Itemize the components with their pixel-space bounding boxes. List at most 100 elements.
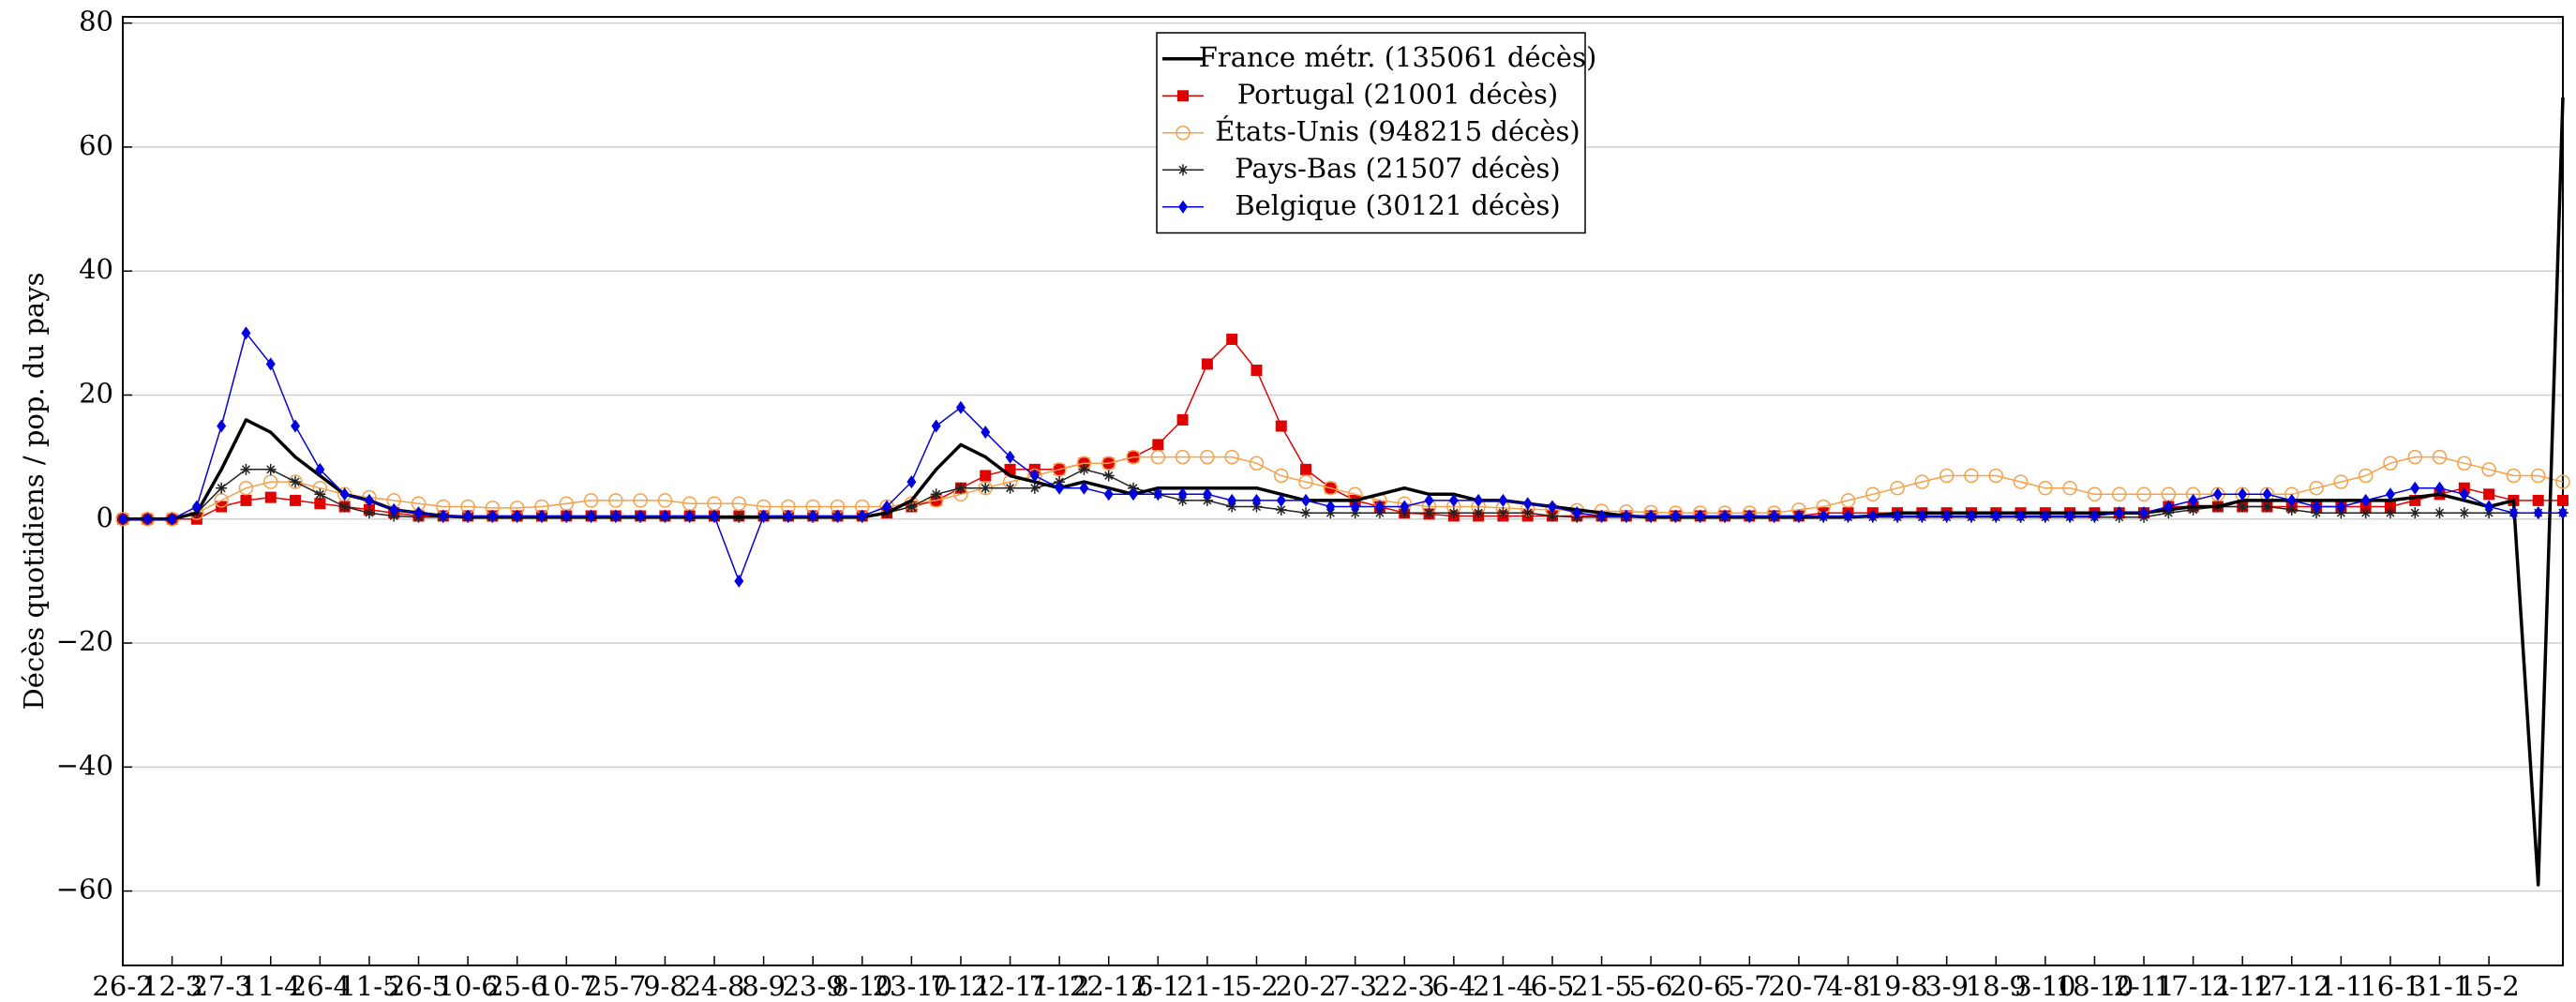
marker bbox=[1793, 509, 1804, 523]
marker bbox=[1547, 500, 1557, 514]
marker bbox=[1226, 333, 1238, 345]
marker bbox=[2432, 449, 2448, 465]
marker bbox=[1596, 509, 1607, 523]
x-tick-label: 6-5 bbox=[1531, 970, 1575, 1002]
marker bbox=[783, 509, 793, 523]
x-tick-label: 22-12 bbox=[1070, 970, 1148, 1002]
y-tick-label: −60 bbox=[56, 874, 113, 905]
legend-label: Belgique (30121 décès) bbox=[1235, 189, 1560, 221]
x-tick-label: 5-7 bbox=[1728, 970, 1772, 1002]
marker bbox=[438, 509, 448, 523]
marker bbox=[2434, 507, 2446, 519]
legend-box bbox=[1156, 32, 1586, 234]
marker bbox=[857, 509, 867, 523]
marker bbox=[2139, 506, 2149, 520]
marker bbox=[1175, 449, 1191, 465]
marker bbox=[264, 463, 277, 475]
x-tick-label: 10-7 bbox=[536, 970, 597, 1002]
marker bbox=[536, 509, 547, 523]
marker bbox=[2384, 507, 2396, 519]
marker bbox=[1323, 480, 1339, 496]
marker bbox=[413, 506, 424, 520]
marker bbox=[930, 488, 942, 501]
marker bbox=[339, 487, 350, 501]
marker bbox=[1005, 450, 1015, 464]
marker bbox=[1720, 509, 1730, 523]
series-line bbox=[123, 332, 2563, 582]
marker bbox=[487, 509, 498, 523]
marker bbox=[1200, 449, 1215, 465]
marker bbox=[1052, 462, 1067, 477]
marker bbox=[1177, 164, 1189, 176]
marker bbox=[2038, 480, 2053, 496]
marker bbox=[1224, 449, 1239, 465]
marker bbox=[980, 470, 992, 482]
x-tick-label: 27-3 bbox=[191, 970, 252, 1002]
series-line bbox=[123, 338, 2563, 520]
x-tick-label: 16-1 bbox=[2359, 970, 2420, 1002]
y-axis-label: Décès quotidiens / pop. du pays bbox=[18, 273, 50, 710]
x-tick-label: 21-1 bbox=[1176, 970, 1237, 1002]
series bbox=[118, 326, 2568, 588]
marker bbox=[906, 501, 918, 513]
x-tick-label: 12-3 bbox=[142, 970, 202, 1002]
y-tick-label: 20 bbox=[79, 377, 113, 409]
x-tick-label: 17-12 bbox=[2253, 970, 2331, 1002]
marker bbox=[1572, 506, 1582, 520]
y-tick-label: −40 bbox=[56, 749, 113, 781]
marker bbox=[1176, 413, 1189, 426]
marker bbox=[2013, 474, 2029, 489]
marker bbox=[1941, 509, 1952, 523]
x-tick-label: 17-11 bbox=[2154, 970, 2233, 1002]
marker bbox=[263, 474, 278, 489]
marker bbox=[364, 493, 374, 507]
marker bbox=[2459, 487, 2469, 501]
marker bbox=[2286, 493, 2297, 507]
marker bbox=[265, 357, 276, 371]
y-tick-label: 0 bbox=[97, 501, 113, 533]
marker bbox=[1745, 509, 1755, 523]
marker bbox=[2015, 509, 2026, 523]
marker bbox=[1966, 509, 1976, 523]
marker bbox=[1251, 365, 1263, 377]
marker bbox=[882, 500, 892, 514]
marker bbox=[684, 509, 695, 523]
x-tick-label: 31-1 bbox=[2409, 970, 2470, 1002]
marker bbox=[2065, 509, 2075, 523]
marker bbox=[290, 476, 302, 488]
marker bbox=[2383, 456, 2398, 471]
marker bbox=[241, 326, 251, 340]
x-tick-label: 20-6 bbox=[1670, 970, 1730, 1002]
marker bbox=[2262, 487, 2272, 501]
plot-frame bbox=[122, 16, 2564, 966]
marker bbox=[240, 494, 252, 506]
marker bbox=[1893, 509, 1903, 523]
y-tick-label: 80 bbox=[79, 6, 113, 37]
marker bbox=[2114, 506, 2124, 520]
marker bbox=[1917, 509, 1927, 523]
marker bbox=[389, 502, 399, 516]
y-tick-label: 40 bbox=[79, 253, 113, 285]
x-tick-label: 11-4 bbox=[240, 970, 301, 1002]
marker bbox=[2359, 507, 2372, 519]
x-tick-label: 20-7 bbox=[1768, 970, 1829, 1002]
marker bbox=[2555, 474, 2570, 489]
marker bbox=[1890, 480, 1905, 496]
marker bbox=[1202, 487, 1212, 501]
marker bbox=[1126, 449, 1141, 465]
marker bbox=[1102, 470, 1115, 482]
marker bbox=[1300, 507, 1312, 519]
marker bbox=[2285, 503, 2298, 516]
marker bbox=[710, 509, 720, 523]
x-tick-label: 21-5 bbox=[1571, 970, 1632, 1002]
series bbox=[117, 333, 2569, 525]
marker bbox=[808, 509, 818, 523]
marker bbox=[2484, 500, 2494, 514]
marker bbox=[167, 512, 177, 526]
marker bbox=[636, 509, 646, 523]
marker bbox=[633, 493, 648, 508]
x-tick-label: 8-10 bbox=[831, 970, 892, 1002]
marker bbox=[314, 498, 326, 510]
x-tick-label: 5-6 bbox=[1629, 970, 1673, 1002]
marker bbox=[1325, 500, 1336, 514]
